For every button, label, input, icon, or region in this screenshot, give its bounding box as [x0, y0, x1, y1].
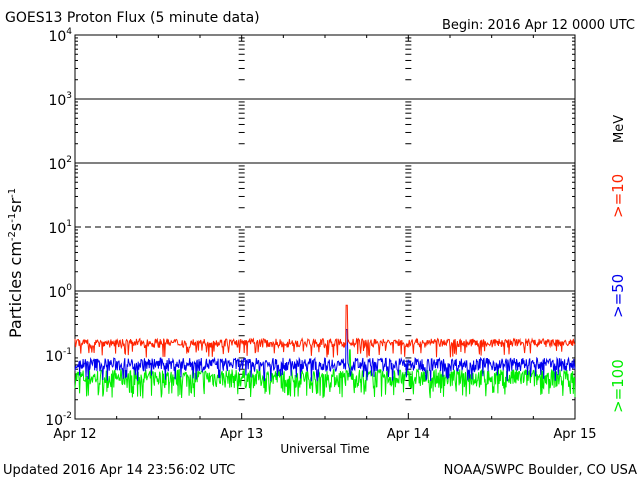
legend-ge10: >=10: [609, 174, 627, 218]
begin-label: Begin: 2016 Apr 12 0000 UTC: [442, 18, 635, 33]
series-line->=50: [74, 329, 576, 382]
x-tick-label-1: Apr 13: [220, 427, 263, 442]
y-axis-label: Particles cm-2s-1sr-1: [6, 188, 25, 338]
x-tick-labels: Apr 12 Apr 13 Apr 14 Apr 15: [53, 427, 596, 442]
minor-tick-marks: [74, 35, 576, 419]
x-tick-label-3: Apr 15: [553, 427, 596, 442]
x-tick-label-2: Apr 14: [387, 427, 430, 442]
legend-ge100: >=100: [609, 359, 627, 413]
y-tick-label-4: 102: [48, 155, 72, 173]
y-tick-label-2: 100: [48, 283, 72, 301]
y-tick-labels: 10-2 10-1 100 101 102 103 104: [45, 27, 72, 429]
y-tick-label-0: 10-2: [45, 411, 72, 429]
chart-title: GOES13 Proton Flux (5 minute data): [5, 10, 260, 26]
updated-timestamp: Updated 2016 Apr 14 23:56:02 UTC: [3, 463, 235, 478]
y-tick-label-3: 101: [48, 219, 72, 237]
x-tick-label-0: Apr 12: [53, 427, 96, 442]
series-line->=100: [74, 349, 576, 399]
legend-ge50: >=50: [609, 274, 627, 318]
threshold-lines: [75, 98, 575, 292]
x-axis-label: Universal Time: [280, 442, 369, 456]
y-tick-label-5: 103: [48, 91, 72, 109]
plot-area: [74, 34, 576, 420]
series-line->=10: [74, 304, 576, 358]
y-tick-label-1: 10-1: [45, 347, 72, 365]
y-tick-label-6: 104: [48, 27, 72, 45]
unit-label: MeV: [612, 115, 627, 143]
data-series: [74, 304, 576, 399]
credit-label: NOAA/SWPC Boulder, CO USA: [444, 463, 637, 478]
